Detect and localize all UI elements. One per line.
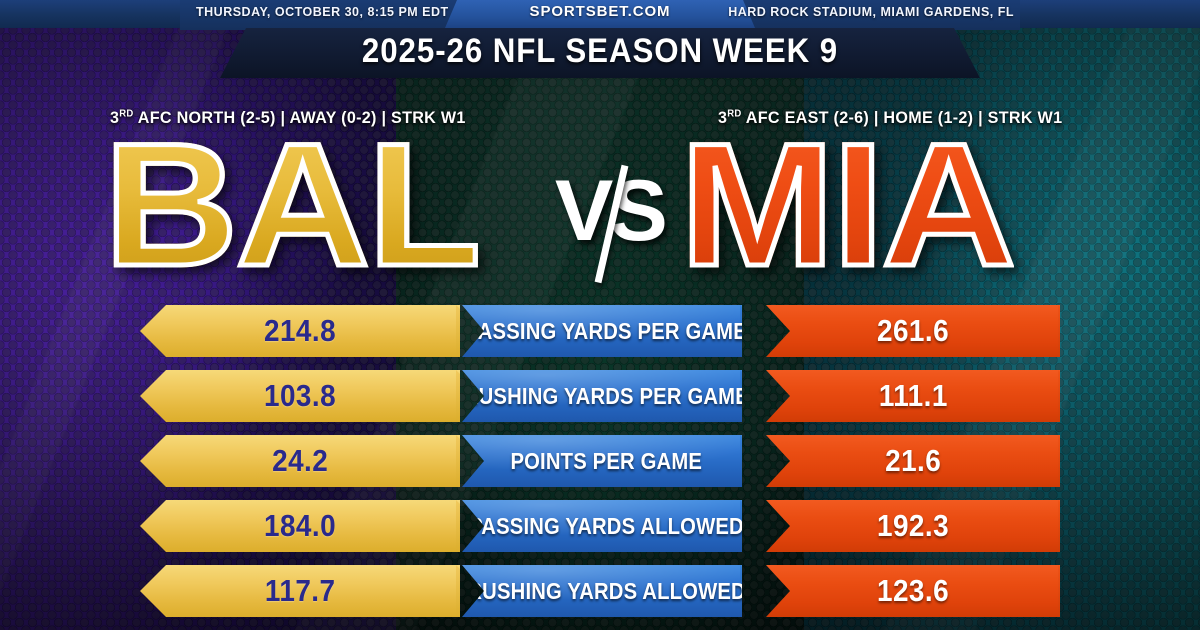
home-stat-value: 192.3 — [876, 508, 950, 543]
away-stat-value: 24.2 — [271, 443, 329, 478]
stat-row: 184.0 PASSING YARDS ALLOWED 192.3 — [0, 495, 1200, 557]
home-stat-value: 21.6 — [884, 443, 942, 478]
header-brand-panel — [445, 0, 755, 28]
home-stat-value: 261.6 — [876, 313, 950, 348]
home-stat-value: 123.6 — [876, 573, 950, 608]
home-stat-bar: 261.6 — [766, 305, 1060, 357]
brand-label[interactable]: SPORTSBET.COM — [529, 3, 671, 20]
home-stat-value: 111.1 — [878, 378, 948, 413]
game-date-time: THURSDAY, OCTOBER 30, 8:15 PM EDT — [196, 5, 449, 19]
title-band — [220, 28, 980, 78]
stat-row: 24.2 POINTS PER GAME 21.6 — [0, 430, 1200, 492]
away-stat-bar: 184.0 — [140, 500, 460, 552]
away-stat-value: 103.8 — [263, 378, 337, 413]
page-title: 2025-26 NFL SEASON WEEK 9 — [361, 32, 839, 70]
stat-label: POINTS PER GAME — [510, 447, 703, 474]
away-stat-bar: 103.8 — [140, 370, 460, 422]
stat-label: RUSHING YARDS PER GAME — [463, 382, 749, 409]
away-stat-value: 184.0 — [263, 508, 337, 543]
home-stat-bar: 111.1 — [766, 370, 1060, 422]
away-rank-suffix: RD — [119, 108, 134, 120]
home-team-abbr: MIA — [677, 108, 1018, 303]
stat-label: PASSING YARDS PER GAME — [465, 317, 748, 344]
home-stat-bar: 123.6 — [766, 565, 1060, 617]
away-stat-value: 214.8 — [263, 313, 337, 348]
away-record-line: 3RD AFC NORTH (2-5) | AWAY (0-2) | STRK … — [110, 108, 466, 128]
home-stat-bar: 21.6 — [766, 435, 1060, 487]
stat-label-bar: RUSHING YARDS PER GAME — [462, 370, 742, 422]
away-team-abbr: BAL — [101, 108, 483, 303]
stat-label-bar: RUSHING YARDS ALLOWED — [462, 565, 742, 617]
stat-comparison-table: 214.8 PASSING YARDS PER GAME 261.6 103.8 RUS… — [0, 300, 1200, 625]
home-record-line: 3RD AFC EAST (2-6) | HOME (1-2) | STRK W… — [718, 108, 1062, 128]
away-stat-bar: 24.2 — [140, 435, 460, 487]
away-stat-bar: 117.7 — [140, 565, 460, 617]
home-rank: 3 — [718, 108, 728, 127]
header-date-panel — [180, 0, 470, 30]
home-rank-suffix: RD — [727, 108, 742, 120]
away-stat-value: 117.7 — [264, 573, 336, 608]
stat-row: 117.7 RUSHING YARDS ALLOWED 123.6 — [0, 560, 1200, 622]
away-stat-bar: 214.8 — [140, 305, 460, 357]
versus-badge: VS — [555, 164, 668, 284]
home-record-detail: AFC EAST (2-6) | HOME (1-2) | STRK W1 — [745, 108, 1063, 127]
away-rank: 3 — [110, 108, 120, 127]
stat-label-bar: PASSING YARDS PER GAME — [462, 305, 742, 357]
header-venue-panel — [730, 0, 1020, 30]
home-stat-bar: 192.3 — [766, 500, 1060, 552]
away-team-abbr-text: BAL — [101, 108, 483, 303]
stat-label: RUSHING YARDS ALLOWED — [467, 577, 746, 604]
away-record-detail: AFC NORTH (2-5) | AWAY (0-2) | STRK W1 — [137, 108, 466, 127]
home-team-abbr-text: MIA — [677, 108, 1018, 303]
venue-label: HARD ROCK STADIUM, MIAMI GARDENS, FL — [728, 5, 1014, 19]
stat-label: PASSING YARDS ALLOWED — [469, 512, 744, 539]
header: THURSDAY, OCTOBER 30, 8:15 PM EDT SPORTS… — [0, 0, 1200, 80]
stat-label-bar: PASSING YARDS ALLOWED — [462, 500, 742, 552]
stat-row: 214.8 PASSING YARDS PER GAME 261.6 — [0, 300, 1200, 362]
stat-label-bar: POINTS PER GAME — [462, 435, 742, 487]
stat-row: 103.8 RUSHING YARDS PER GAME 111.1 — [0, 365, 1200, 427]
